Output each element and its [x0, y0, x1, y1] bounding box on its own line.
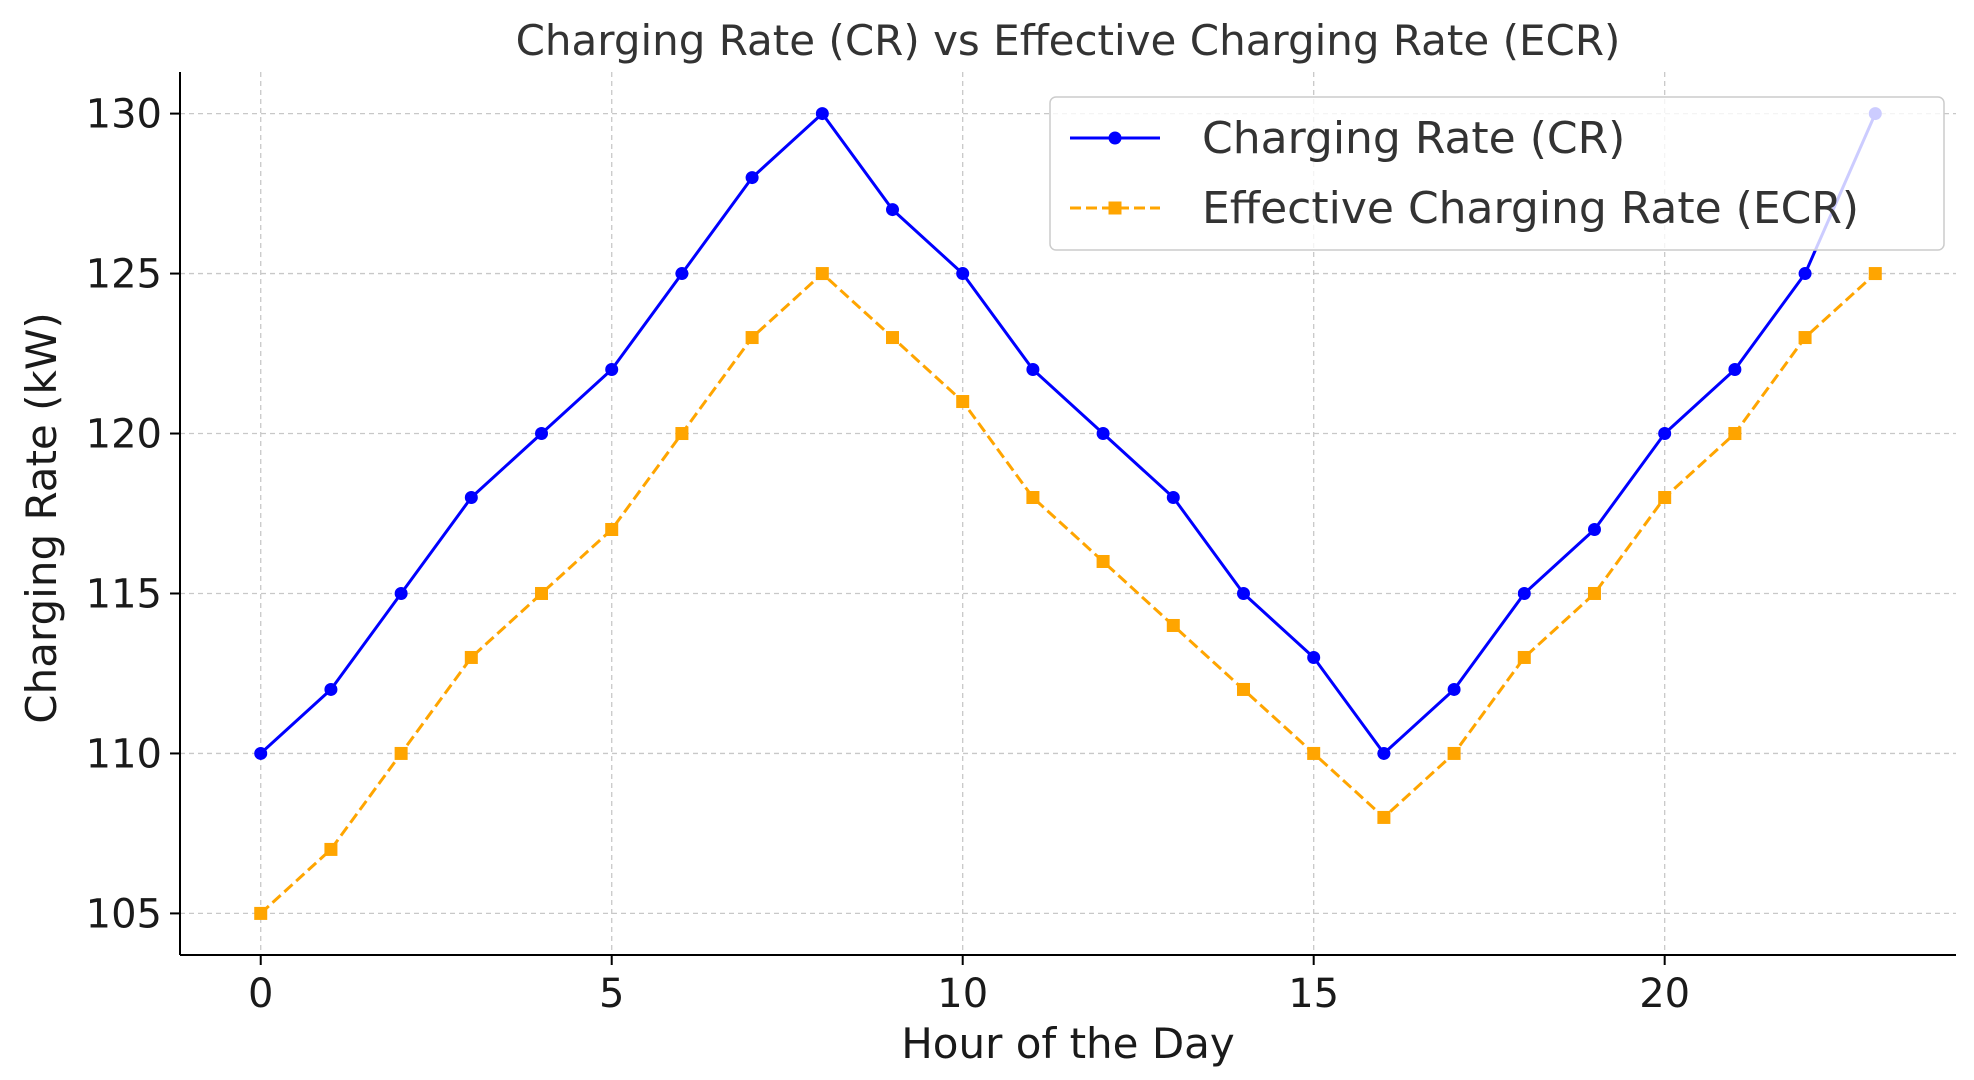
- axes: [179, 72, 1956, 956]
- data-point: [1166, 491, 1180, 505]
- data-point: [815, 267, 829, 281]
- data-point: [675, 267, 689, 281]
- data-point: [324, 682, 338, 696]
- y-axis-label: Charging Rate (kW): [17, 312, 66, 723]
- legend-label: Charging Rate (CR): [1202, 113, 1625, 164]
- data-point: [535, 586, 549, 600]
- data-point: [1377, 810, 1391, 824]
- y-tick-label: 125: [86, 252, 162, 298]
- data-point: [1236, 682, 1250, 696]
- data-point: [464, 491, 478, 505]
- data-point: [956, 395, 970, 409]
- data-point: [1868, 267, 1882, 281]
- y-tick-label: 120: [86, 412, 162, 458]
- data-point: [605, 522, 619, 536]
- legend-marker: [1108, 201, 1122, 215]
- data-point: [1307, 746, 1321, 760]
- y-tick-label: 115: [86, 571, 162, 617]
- data-point: [1587, 586, 1601, 600]
- data-point: [745, 331, 759, 345]
- series-ecr: [254, 267, 1882, 920]
- data-point: [605, 363, 619, 377]
- series-layer: [254, 107, 1882, 920]
- data-point: [886, 203, 900, 217]
- data-point: [675, 427, 689, 441]
- data-point: [1166, 618, 1180, 632]
- data-point: [1307, 650, 1321, 664]
- data-point: [1658, 491, 1672, 505]
- x-axis-label: Hour of the Day: [901, 1019, 1235, 1068]
- data-point: [1658, 427, 1672, 441]
- legend: Charging Rate (CR) Effective Charging Rat…: [1049, 96, 1945, 251]
- data-point: [886, 331, 900, 345]
- x-tick-label: 10: [937, 971, 988, 1017]
- x-tick-label: 20: [1639, 971, 1690, 1017]
- data-point: [1026, 491, 1040, 505]
- data-point: [1096, 427, 1110, 441]
- data-point: [815, 107, 829, 121]
- data-point: [1587, 522, 1601, 536]
- data-point: [1728, 363, 1742, 377]
- legend-marker: [1108, 131, 1122, 145]
- data-point: [1447, 682, 1461, 696]
- x-tick-label: 5: [599, 971, 624, 1017]
- data-point: [394, 746, 408, 760]
- data-point: [1798, 331, 1812, 345]
- data-point: [745, 171, 759, 185]
- data-point: [1728, 427, 1742, 441]
- chart-title: Charging Rate (CR) vs Effective Charging…: [516, 16, 1621, 65]
- data-point: [1447, 746, 1461, 760]
- data-point: [1798, 267, 1812, 281]
- data-point: [1517, 586, 1531, 600]
- data-point: [324, 842, 338, 856]
- data-point: [394, 586, 408, 600]
- data-point: [535, 427, 549, 441]
- x-tick-label: 15: [1288, 971, 1339, 1017]
- data-point: [254, 746, 268, 760]
- data-point: [1236, 586, 1250, 600]
- legend-box: [1049, 96, 1945, 251]
- y-tick-label: 130: [86, 92, 162, 138]
- data-point: [1096, 554, 1110, 568]
- y-tick-label: 110: [86, 731, 162, 777]
- legend-item: Effective Charging Rate (ECR): [1070, 183, 1859, 234]
- data-point: [1377, 746, 1391, 760]
- data-point: [1517, 650, 1531, 664]
- data-point: [1026, 363, 1040, 377]
- x-tick-label: 0: [248, 971, 273, 1017]
- series-line: [259, 112, 1877, 755]
- data-point: [956, 267, 970, 281]
- data-point: [464, 650, 478, 664]
- data-point: [254, 906, 268, 920]
- ticks: 0 5 10 15 20 105 110 115 120 125 130: [86, 92, 1690, 1017]
- y-tick-label: 105: [86, 891, 162, 937]
- legend-label: Effective Charging Rate (ECR): [1202, 183, 1859, 234]
- legend-item: Charging Rate (CR): [1070, 113, 1625, 164]
